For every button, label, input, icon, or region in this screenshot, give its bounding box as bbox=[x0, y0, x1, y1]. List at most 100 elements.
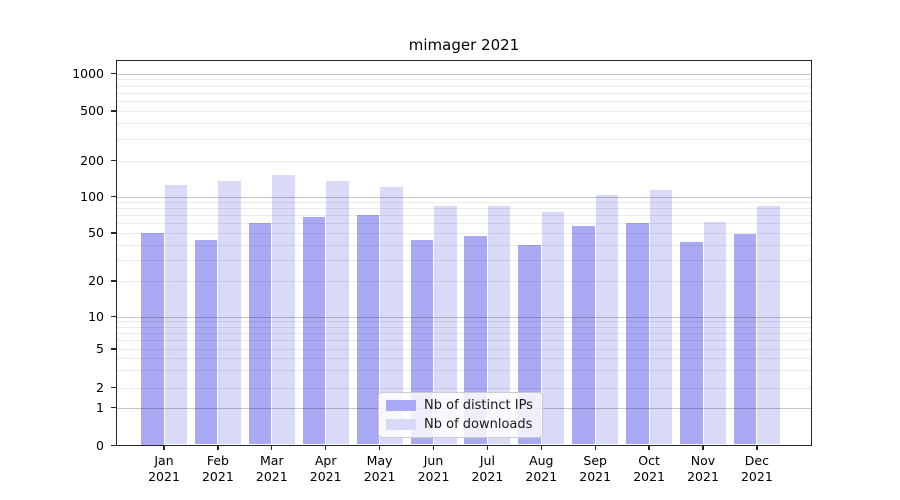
x-tick-mark-sep bbox=[594, 446, 596, 450]
bar-distinct-ips-nov bbox=[680, 242, 703, 445]
y-tick-label-20: 20 bbox=[88, 273, 104, 288]
legend-label-downloads: Nb of downloads bbox=[424, 417, 533, 432]
x-tick-label-dec: Dec 2021 bbox=[740, 453, 773, 484]
gridline-50 bbox=[117, 233, 811, 234]
x-tick-mark-may bbox=[378, 446, 381, 450]
gridline-7 bbox=[117, 333, 811, 335]
bar-downloads-jul bbox=[487, 205, 511, 445]
y-tick-mark-500 bbox=[111, 110, 116, 112]
x-tick-label-may: May 2021 bbox=[363, 453, 396, 484]
gridline-8 bbox=[117, 326, 811, 328]
bar-downloads-mar bbox=[272, 174, 295, 445]
y-tick-label-100: 100 bbox=[80, 188, 104, 204]
x-tick-mark-nov bbox=[702, 446, 704, 450]
gridline-6 bbox=[117, 340, 811, 342]
y-tick-label-500: 500 bbox=[80, 103, 104, 118]
chart-title: mimager 2021 bbox=[408, 36, 520, 54]
bar-downloads-oct bbox=[649, 190, 673, 445]
gridline-600 bbox=[117, 101, 811, 103]
y-tick-label-1: 1 bbox=[96, 399, 104, 415]
gridline-100 bbox=[117, 196, 811, 198]
gridline-400 bbox=[117, 123, 811, 125]
gridline-20 bbox=[117, 281, 811, 282]
bar-distinct-ips-jan bbox=[141, 233, 164, 445]
gridline-60 bbox=[117, 223, 811, 225]
legend-swatch-distinct-ips bbox=[386, 400, 416, 411]
x-tick-mark-feb bbox=[217, 446, 219, 450]
y-tick-mark-20 bbox=[111, 280, 116, 282]
x-tick-label-mar: Mar 2021 bbox=[255, 453, 288, 484]
x-tick-mark-aug bbox=[540, 446, 542, 450]
bar-downloads-sep bbox=[595, 194, 619, 445]
y-tick-label-2: 2 bbox=[96, 379, 104, 395]
gridline-2 bbox=[117, 387, 811, 389]
bar-distinct-ips-feb bbox=[194, 239, 218, 445]
y-tick-mark-50 bbox=[111, 232, 116, 234]
x-tick-mark-apr bbox=[325, 446, 327, 450]
y-tick-label-1000: 1000 bbox=[72, 65, 104, 81]
legend-item-downloads: Nb of downloads bbox=[386, 417, 533, 432]
y-tick-label-0: 0 bbox=[96, 437, 104, 453]
gridline-200 bbox=[117, 160, 811, 162]
gridline-700 bbox=[117, 92, 811, 94]
y-tick-mark-200 bbox=[111, 159, 116, 162]
bar-distinct-ips-sep bbox=[572, 226, 595, 445]
bar-distinct-ips-may bbox=[356, 214, 380, 445]
gridline-900 bbox=[117, 79, 811, 81]
bar-downloads-jun bbox=[434, 205, 457, 445]
bar-downloads-dec bbox=[757, 205, 780, 445]
gridline-3 bbox=[117, 370, 811, 372]
x-tick-label-feb: Feb 2021 bbox=[201, 453, 234, 484]
gridline-1000 bbox=[117, 73, 811, 75]
x-tick-mark-jan bbox=[163, 446, 165, 450]
x-tick-label-apr: Apr 2021 bbox=[309, 453, 342, 484]
legend: Nb of distinct IPs Nb of downloads bbox=[378, 392, 543, 438]
x-tick-mark-dec bbox=[756, 446, 758, 450]
y-tick-mark-0 bbox=[111, 444, 116, 447]
gridline-4 bbox=[117, 358, 811, 360]
gridline-40 bbox=[117, 244, 811, 246]
y-tick-mark-10 bbox=[111, 315, 116, 318]
y-tick-label-200: 200 bbox=[80, 152, 104, 168]
bar-distinct-ips-oct bbox=[626, 222, 649, 445]
legend-label-distinct-ips: Nb of distinct IPs bbox=[424, 398, 533, 413]
gridline-5 bbox=[117, 349, 811, 350]
x-tick-mark-jul bbox=[486, 446, 489, 450]
y-tick-label-5: 5 bbox=[96, 341, 104, 356]
x-tick-label-oct: Oct 2021 bbox=[633, 453, 665, 484]
y-tick-label-10: 10 bbox=[88, 308, 104, 324]
bar-downloads-may bbox=[380, 187, 403, 445]
x-tick-mark-mar bbox=[271, 446, 273, 450]
gridline-70 bbox=[117, 215, 811, 217]
x-tick-label-nov: Nov 2021 bbox=[687, 453, 719, 484]
x-tick-mark-oct bbox=[648, 446, 650, 450]
gridline-800 bbox=[117, 85, 811, 87]
gridline-9 bbox=[117, 321, 811, 323]
legend-swatch-downloads bbox=[386, 419, 416, 430]
x-tick-label-jul: Jul 2021 bbox=[471, 453, 504, 484]
x-tick-label-aug: Aug 2021 bbox=[525, 453, 558, 484]
x-tick-label-jan: Jan 2021 bbox=[148, 453, 180, 484]
y-tick-mark-2 bbox=[111, 386, 116, 389]
bar-downloads-apr bbox=[326, 181, 349, 445]
y-tick-mark-1 bbox=[111, 406, 116, 409]
y-tick-mark-5 bbox=[111, 348, 116, 350]
bar-distinct-ips-dec bbox=[733, 234, 757, 445]
bar-distinct-ips-mar bbox=[248, 222, 272, 445]
gridline-30 bbox=[117, 259, 811, 261]
bar-downloads-nov bbox=[703, 221, 726, 445]
bar-distinct-ips-apr bbox=[302, 216, 326, 445]
bar-downloads-jan bbox=[164, 185, 187, 445]
x-tick-label-sep: Sep 2021 bbox=[579, 453, 612, 484]
bar-downloads-feb bbox=[218, 181, 241, 445]
gridline-300 bbox=[117, 138, 811, 140]
x-tick-mark-jun bbox=[432, 446, 435, 450]
y-tick-label-50: 50 bbox=[88, 225, 104, 240]
legend-item-distinct-ips: Nb of distinct IPs bbox=[386, 398, 533, 413]
x-tick-label-jun: Jun 2021 bbox=[417, 453, 450, 484]
gridline-10 bbox=[117, 316, 811, 318]
gridline-500 bbox=[117, 111, 811, 112]
plot-area bbox=[116, 60, 812, 446]
bar-downloads-aug bbox=[541, 212, 565, 445]
